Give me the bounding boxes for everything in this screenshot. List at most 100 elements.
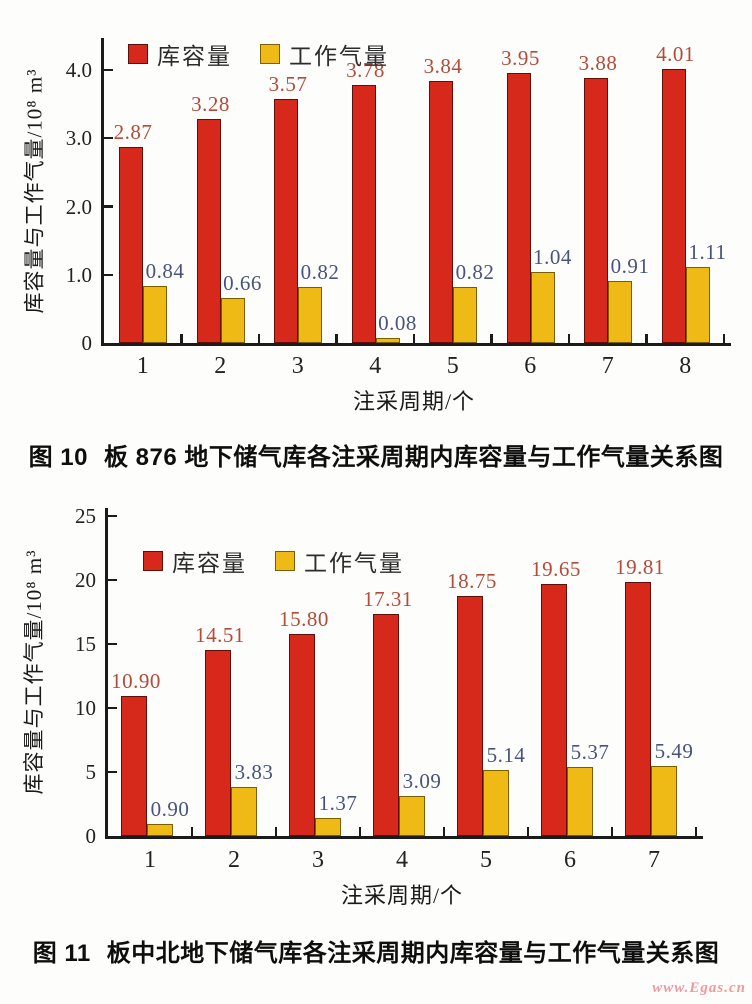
legend-capacity-label: 库容量 <box>157 44 232 69</box>
y-tick-label: 1.0 <box>65 262 92 287</box>
capacity-bar <box>121 696 147 836</box>
x-category-label: 6 <box>564 847 576 873</box>
legend-working-gas-label: 工作气量 <box>289 44 389 69</box>
capacity-value-label: 19.65 <box>531 557 581 582</box>
x-tick <box>412 334 416 343</box>
x-category-label: 4 <box>396 847 408 873</box>
working-gas-bar <box>567 767 593 836</box>
capacity-value-label: 18.75 <box>447 569 497 593</box>
capacity-bar <box>196 119 221 343</box>
y-tick-label: 2.0 <box>65 194 92 219</box>
working-gas-bar <box>608 280 632 343</box>
figure-11-caption: 图 11 板中北地下储气库各注采周期内库容量与工作气量关系图 <box>0 933 752 968</box>
x-category-label: 1 <box>144 847 156 873</box>
y-tick <box>108 706 117 710</box>
x-category-label: 5 <box>480 847 492 873</box>
capacity-bar <box>289 633 315 836</box>
working-gas-value-label: 0.90 <box>150 797 190 822</box>
x-tick <box>567 334 571 343</box>
legend-working-gas-swatch <box>275 551 295 571</box>
working-gas-value-label: 5.14 <box>486 743 526 768</box>
working-gas-value-label: 5.49 <box>654 738 694 763</box>
figure-10-legend: 库容量 工作气量 <box>128 37 389 71</box>
working-gas-value-label: 3.83 <box>234 759 274 784</box>
working-gas-bar <box>483 770 509 836</box>
y-tick <box>104 205 113 208</box>
capacity-value-label: 15.80 <box>279 606 329 631</box>
x-tick <box>490 334 493 343</box>
working-gas-value-label: 3.09 <box>402 769 442 794</box>
y-tick-label: 10 <box>75 696 96 720</box>
working-gas-bar <box>220 297 245 343</box>
x-tick <box>722 334 726 343</box>
x-tick <box>190 827 194 836</box>
working-gas-bar <box>147 824 173 836</box>
working-gas-value-label: 0.66 <box>223 270 262 295</box>
x-tick <box>645 334 648 343</box>
working-gas-bar <box>530 272 555 343</box>
x-tick <box>257 334 261 343</box>
figure-11-number: 图 11 <box>32 940 91 967</box>
working-gas-value-label: 0.91 <box>610 253 650 278</box>
x-category-label: 8 <box>679 353 692 379</box>
x-category-label: 3 <box>312 847 324 873</box>
x-category-label: 5 <box>446 353 459 379</box>
legend-working-gas-swatch <box>260 44 280 64</box>
x-category-label: 1 <box>136 353 149 379</box>
x-category-label: 2 <box>214 353 227 379</box>
y-tick-label: 5 <box>85 760 97 784</box>
working-gas-value-label: 0.82 <box>300 260 340 285</box>
working-gas-value-label: 1.11 <box>688 240 727 265</box>
y-tick <box>104 68 113 72</box>
x-category-label: 3 <box>291 353 304 379</box>
capacity-bar <box>351 85 376 343</box>
figure-10-caption: 图 10 板 876 地下储气库各注采周期内库容量与工作气量关系图 <box>0 437 752 472</box>
working-gas-bar <box>143 285 167 343</box>
capacity-bar <box>584 78 608 343</box>
capacity-value-label: 10.90 <box>111 669 161 694</box>
capacity-value-label: 4.01 <box>656 42 695 67</box>
figure-10-title: 板 876 地下储气库各注采周期内库容量与工作气量关系图 <box>103 444 724 471</box>
x-tick <box>335 334 338 343</box>
working-gas-bar <box>651 765 677 836</box>
working-gas-value-label: 1.37 <box>318 791 358 816</box>
legend-working-gas-label: 工作气量 <box>304 551 404 576</box>
y-tick-label: 0 <box>85 824 97 848</box>
capacity-bar <box>457 596 483 836</box>
x-axis <box>105 836 704 839</box>
x-tick <box>180 334 183 343</box>
y-tick-label: 3.0 <box>65 126 92 151</box>
x-tick <box>526 827 530 836</box>
x-category-label: 7 <box>601 353 614 379</box>
legend-capacity-swatch <box>143 551 163 571</box>
x-axis <box>101 343 732 346</box>
x-category-label: 7 <box>648 847 660 873</box>
capacity-bar <box>119 147 143 343</box>
capacity-value-label: 3.28 <box>191 92 230 117</box>
capacity-value-label: 17.31 <box>363 587 413 612</box>
figure-11-legend: 库容量 工作气量 <box>143 544 404 578</box>
figure-10-number: 图 10 <box>28 444 88 471</box>
y-tick-label: 0 <box>81 331 93 355</box>
y-axis-title: 库容量与工作气量/10⁸ m³ <box>22 549 46 795</box>
y-tick <box>108 514 117 518</box>
figure-11-title: 板中北地下储气库各注采周期内库容量与工作气量关系图 <box>106 940 720 967</box>
y-tick <box>104 137 113 140</box>
x-tick <box>694 827 698 836</box>
working-gas-bar <box>231 786 257 836</box>
capacity-bar <box>429 80 453 343</box>
y-axis <box>105 508 108 839</box>
watermark: www.Egas.cn <box>652 980 746 996</box>
working-gas-bar <box>375 337 400 343</box>
y-tick <box>104 273 113 276</box>
working-gas-value-label: 0.82 <box>455 260 495 285</box>
y-tick <box>108 578 117 582</box>
x-tick <box>610 827 614 836</box>
y-tick-label: 25 <box>75 504 96 528</box>
capacity-bar <box>506 73 531 343</box>
x-category-label: 2 <box>228 847 240 873</box>
working-gas-value-label: 0.08 <box>378 310 417 335</box>
